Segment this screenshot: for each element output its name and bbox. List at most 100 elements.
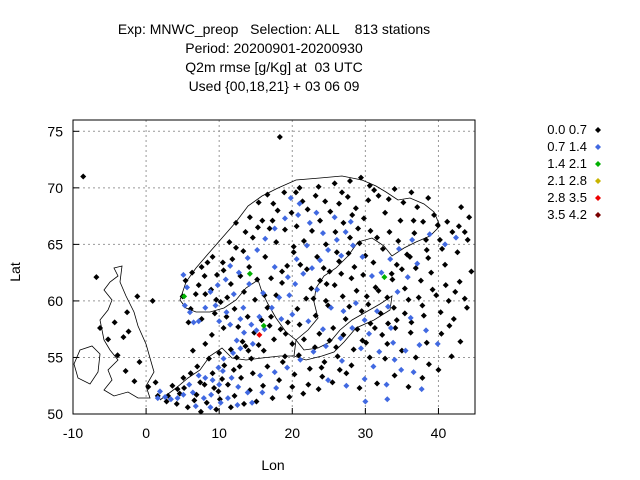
- station-marker: [316, 330, 323, 337]
- x-axis-label: Lon: [261, 457, 284, 473]
- station-marker: [303, 266, 310, 273]
- station-marker: [300, 336, 307, 343]
- station-marker: [468, 268, 475, 275]
- station-marker: [390, 339, 397, 346]
- station-marker: [251, 296, 258, 303]
- station-marker: [352, 205, 359, 212]
- station-marker: [202, 374, 209, 381]
- station-marker: [379, 245, 386, 252]
- station-marker: [397, 217, 404, 224]
- station-marker: [224, 395, 231, 402]
- station-marker: [374, 308, 381, 315]
- station-marker: [242, 228, 249, 235]
- station-marker: [185, 319, 192, 326]
- station-marker: [295, 352, 302, 359]
- station-marker: [273, 239, 280, 246]
- station-marker: [227, 321, 234, 328]
- station-marker: [174, 395, 181, 402]
- station-marker: [270, 200, 277, 207]
- station-marker: [375, 287, 382, 294]
- station-marker: [414, 260, 421, 267]
- station-marker: [254, 247, 261, 254]
- station-marker: [370, 259, 377, 266]
- station-marker: [237, 345, 244, 352]
- station-marker: [296, 200, 303, 207]
- station-marker: [401, 310, 408, 317]
- station-marker: [349, 325, 356, 332]
- station-marker: [223, 309, 230, 316]
- station-marker: [395, 245, 402, 252]
- station-marker: [404, 274, 411, 281]
- station-marker: [235, 269, 242, 276]
- station-marker: [249, 340, 256, 347]
- station-marker: [416, 342, 423, 349]
- station-marker: [105, 336, 112, 343]
- station-marker: [202, 340, 209, 347]
- station-marker: [260, 382, 267, 389]
- station-marker: [238, 374, 245, 381]
- station-marker: [398, 347, 405, 354]
- station-marker: [384, 396, 391, 403]
- station-marker: [391, 185, 398, 192]
- station-marker: [271, 225, 278, 232]
- station-marker: [351, 264, 358, 270]
- legend-label: 2.1 2.8: [547, 173, 587, 188]
- station-marker: [232, 244, 239, 251]
- station-marker: [287, 195, 294, 202]
- station-marker: [312, 192, 319, 199]
- station-marker: [245, 347, 252, 354]
- station-marker: [338, 252, 345, 259]
- variable-label: Q2m rmse [g/Kg] at 03 UTC: [185, 59, 363, 75]
- station-marker: [347, 234, 354, 241]
- station-marker: [389, 276, 396, 283]
- station-marker: [246, 214, 253, 221]
- station-marker: [194, 363, 201, 370]
- station-marker: [346, 303, 353, 310]
- station-marker: [374, 234, 381, 241]
- station-marker: [237, 316, 244, 323]
- station-marker: [376, 348, 383, 355]
- station-marker: [439, 245, 446, 252]
- station-marker: [429, 286, 436, 293]
- station-marker: [423, 247, 430, 254]
- station-marker: [281, 353, 288, 360]
- station-marker: [190, 319, 197, 326]
- station-marker: [407, 329, 414, 336]
- station-marker: [404, 251, 411, 258]
- station-marker: [410, 369, 417, 376]
- station-marker: [359, 337, 366, 344]
- station-marker: [384, 294, 391, 301]
- station-marker: [276, 294, 283, 301]
- station-marker: [281, 226, 288, 233]
- station-marker: [271, 369, 278, 376]
- station-marker: [338, 270, 345, 277]
- station-marker: [266, 322, 273, 329]
- station-marker: [458, 204, 465, 211]
- station-marker: [437, 309, 444, 316]
- y-tick-label: 50: [47, 406, 63, 422]
- station-marker: [162, 394, 169, 401]
- station-marker: [391, 372, 398, 379]
- station-marker: [456, 278, 463, 285]
- period-label: Period: 20200901-20200930: [185, 40, 363, 56]
- station-marker: [461, 295, 468, 302]
- station-marker: [207, 404, 214, 411]
- station-marker: [253, 398, 260, 405]
- station-marker: [156, 388, 163, 395]
- station-marker: [314, 286, 321, 293]
- plot-frame: [72, 119, 476, 415]
- legend-marker: [595, 178, 601, 184]
- station-marker: [184, 404, 191, 411]
- station-marker: [420, 312, 427, 319]
- station-marker: [305, 381, 312, 388]
- station-marker: [154, 395, 161, 402]
- station-marker: [366, 182, 373, 189]
- station-marker: [350, 346, 357, 353]
- station-marker: [434, 340, 441, 347]
- coastline-map: [73, 175, 441, 401]
- station-marker: [259, 217, 266, 224]
- station-marker: [367, 320, 374, 327]
- station-marker: [202, 291, 209, 298]
- station-marker: [384, 340, 391, 347]
